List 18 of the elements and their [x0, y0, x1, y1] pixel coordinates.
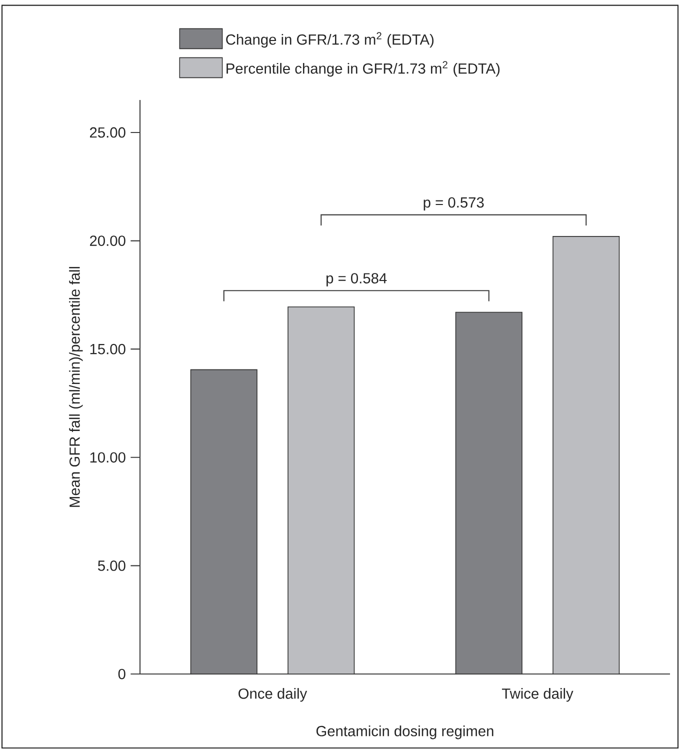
bar — [288, 306, 355, 674]
x-tick-label: Twice daily — [502, 688, 574, 702]
bar — [455, 312, 522, 674]
y-tick-label: 0 — [118, 668, 126, 680]
y-axis-title: Mean GFR fall (ml/min)/percentile fall — [69, 266, 83, 507]
y-tick-label: 25.00 — [90, 127, 126, 138]
annotation: p = 0.573 — [424, 197, 484, 211]
y-tick-label: 15.00 — [90, 344, 126, 354]
x-axis-title: Gentamicin dosing regimen — [316, 726, 494, 740]
x-tick-label: Once daily — [238, 688, 308, 702]
y-tick-label: 5.00 — [98, 560, 126, 571]
bar — [552, 236, 620, 674]
annotation: p = 0.584 — [326, 273, 387, 286]
legend-label: Percentile change in GFR/1.73 m$^{2}$ (EDTA) — [226, 61, 500, 77]
bar — [190, 369, 258, 674]
legend-label: Change in GFR/1.73 m$^{2}$ (EDTA) — [226, 32, 434, 48]
y-tick-label: 20.00 — [90, 236, 126, 246]
y-tick-label: 10.00 — [90, 452, 126, 463]
